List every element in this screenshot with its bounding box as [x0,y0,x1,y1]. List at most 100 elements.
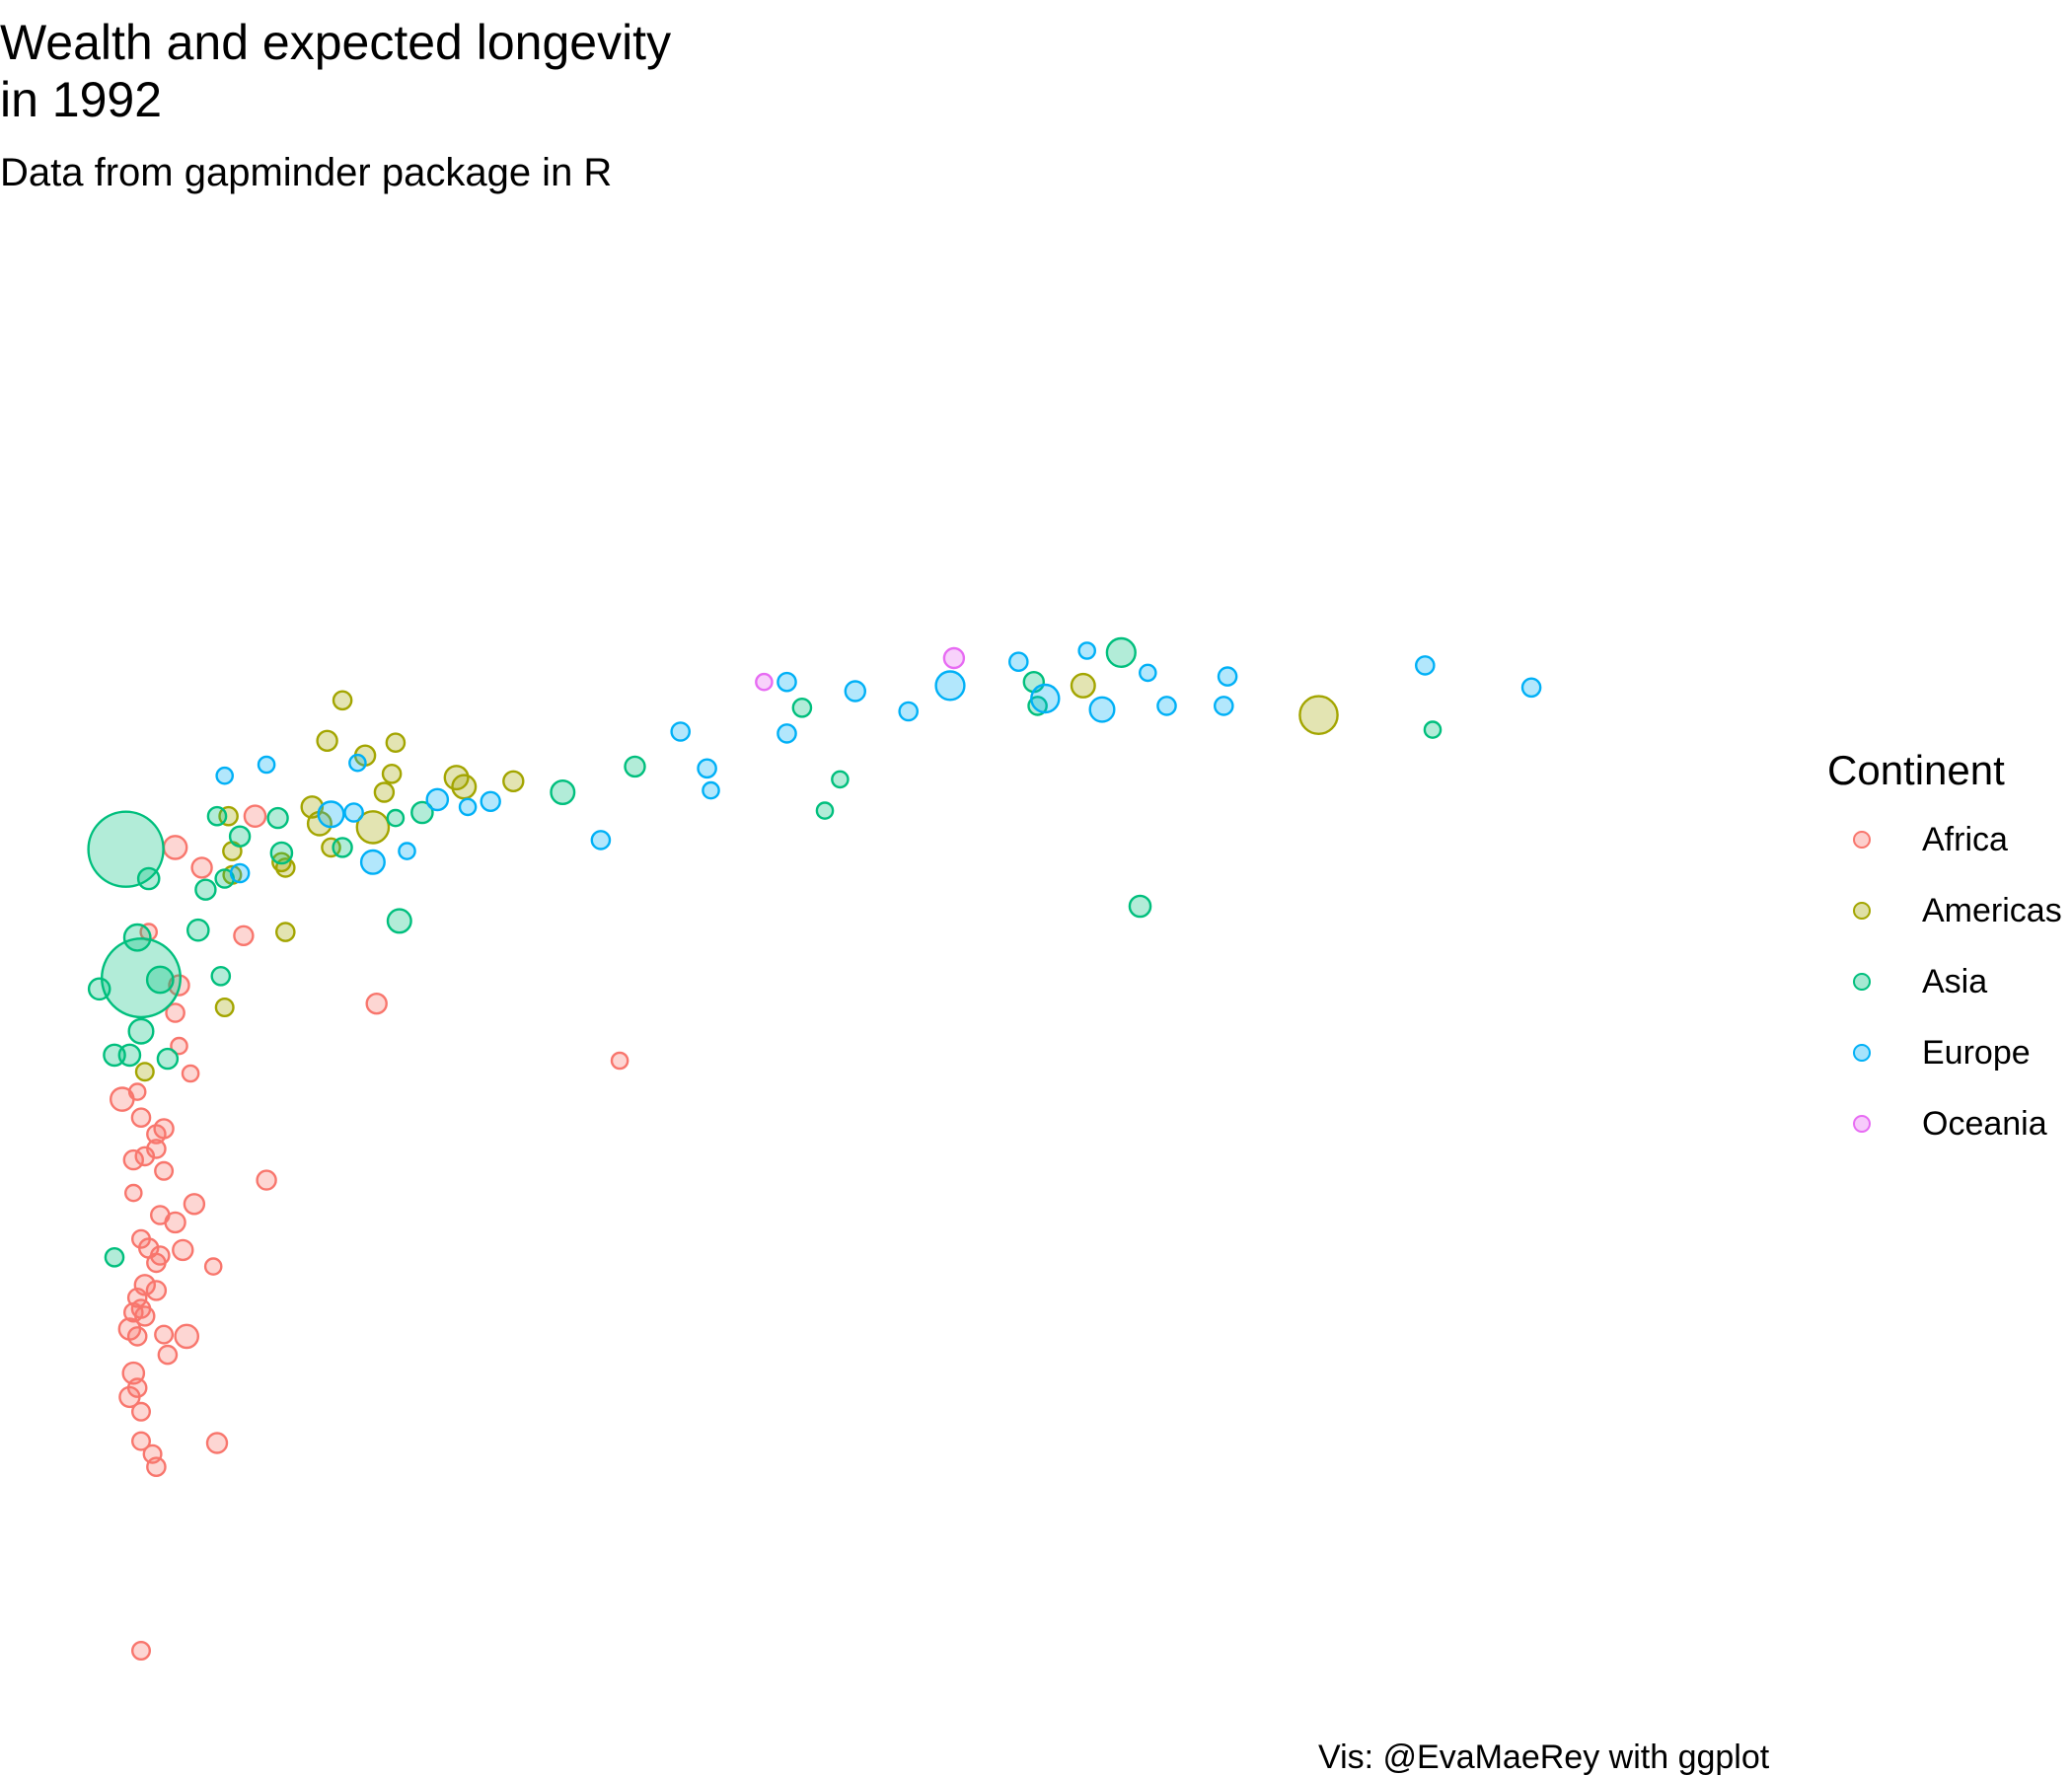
data-point [332,690,353,711]
data-point [610,1051,629,1071]
series-europe [215,641,1542,884]
data-point [183,1193,206,1216]
legend-label: Africa [1922,821,2008,858]
chart-subtitle: Data from gapminder package in R [0,151,613,194]
data-point [154,1324,175,1345]
data-point [130,1401,151,1422]
data-point [755,672,774,692]
data-point [162,835,188,860]
data-point [100,937,182,1019]
data-point [117,1043,142,1068]
data-point [164,1211,186,1234]
legend: Continent Africa Americas Asia Europe Oc… [1827,746,2072,1168]
data-point [122,1148,145,1171]
legend-item-asia: Asia [1827,955,2072,1026]
data-point [154,1160,175,1181]
data-point [1027,696,1048,716]
data-point [898,701,920,722]
data-point [844,680,866,703]
data-point [146,1139,167,1159]
data-point [1088,696,1116,723]
data-point [365,993,388,1015]
series-oceania [755,646,966,692]
data-point [373,781,396,803]
chart-caption: Vis: @EvaMaeRey with ggplot [1318,1739,1770,1776]
data-point [1415,655,1436,676]
data-point [1423,720,1443,739]
data-point [118,1385,141,1409]
data-point [381,764,403,784]
data-point [1139,663,1157,683]
legend-key-asia [1853,973,1871,991]
data-point [502,770,525,792]
data-point [317,800,345,829]
legend-item-europe: Europe [1827,1026,2072,1097]
data-point [942,646,966,670]
data-point [146,1456,167,1477]
data-point [146,1124,167,1145]
legend-title: Continent [1827,747,2005,793]
data-point [1156,696,1177,716]
data-point [123,1301,144,1323]
data-point [1105,636,1137,668]
legend-label: Americas [1922,892,2062,929]
data-point [386,908,412,934]
data-point [170,1036,188,1056]
data-point [145,965,175,995]
data-point [316,729,338,752]
data-point [134,1062,155,1082]
data-point [257,755,276,775]
data-point [122,923,152,952]
data-point [777,723,797,744]
chart-title: Wealth and expected longevity in 1992 [0,15,672,127]
data-point [214,998,235,1018]
data-point [348,753,367,773]
data-point [624,755,646,778]
legend-label: Oceania [1922,1105,2047,1143]
data-point [451,774,478,800]
data-point [203,1257,223,1276]
scatter-plot [87,636,1542,1661]
data-point [269,841,294,865]
data-point [1070,672,1096,699]
data-point [172,1238,194,1262]
data-point [181,1064,200,1083]
data-point [815,801,835,820]
data-point [165,1002,185,1023]
data-point [126,1326,148,1347]
data-point [130,1107,152,1128]
data-point [130,1640,151,1661]
data-point [410,800,434,825]
data-point [480,790,501,812]
data-point [126,1288,148,1308]
data-point [190,856,213,879]
data-point [145,1280,168,1301]
data-point [206,805,228,827]
data-point [110,1086,135,1112]
data-point [702,780,720,800]
data-point [146,1252,167,1274]
data-point [87,977,111,1001]
data-point [127,1017,155,1045]
data-point [228,825,252,848]
data-point [385,732,407,754]
data-point [229,862,251,884]
data-point [359,849,386,875]
data-point [1077,641,1096,660]
data-point [590,830,612,851]
data-point [1298,695,1339,736]
data-point [136,866,161,891]
data-point [831,770,850,789]
data-point [134,1146,156,1167]
legend-key-oceania [1853,1115,1871,1133]
data-point [194,878,217,901]
data-point [1217,666,1238,687]
data-point [777,671,797,693]
legend-item-americas: Americas [1827,884,2072,955]
legend-item-oceania: Oceania [1827,1097,2072,1168]
data-point [157,1344,179,1366]
data-point [398,842,416,860]
data-point [104,1247,125,1268]
data-point [256,1169,277,1191]
data-point [185,918,210,942]
